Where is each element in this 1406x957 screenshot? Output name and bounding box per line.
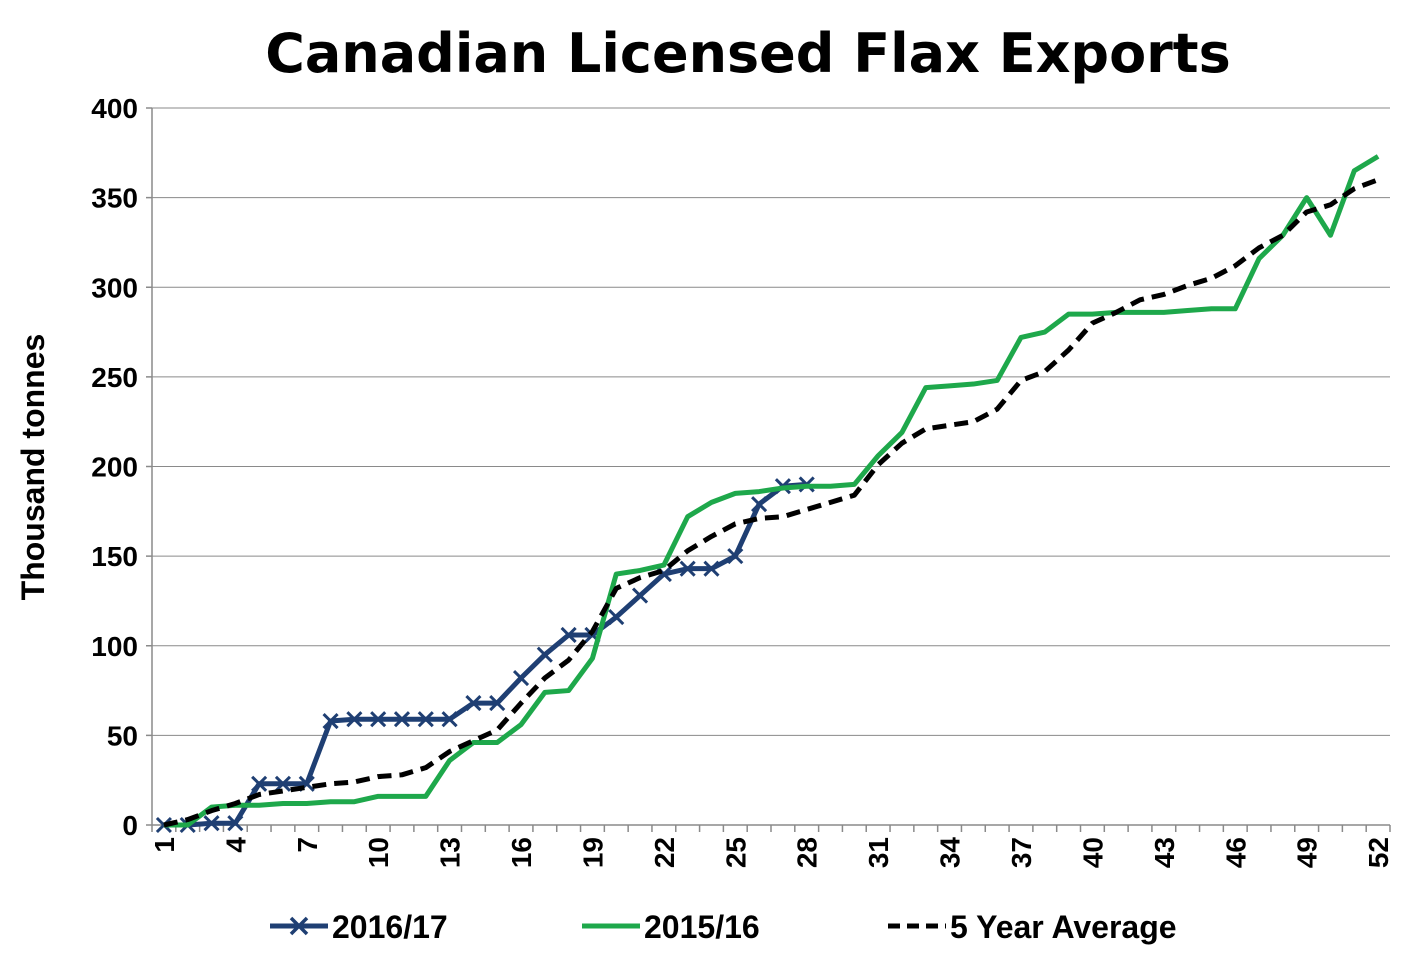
series-marker — [727, 548, 744, 565]
series-marker — [679, 560, 696, 577]
series-marker — [274, 775, 292, 792]
series-lines — [155, 154, 1380, 834]
legend-label: 5 Year Average — [950, 909, 1177, 945]
series-marker — [227, 815, 244, 832]
series-marker — [441, 711, 458, 728]
x-tick-label: 37 — [1006, 837, 1037, 868]
series-marker — [346, 711, 363, 728]
series-marker — [512, 669, 530, 687]
y-tick-label: 0 — [122, 810, 138, 841]
legend-entry: 5 Year Average — [888, 909, 1177, 945]
series-line-0 — [163, 481, 807, 828]
series-marker — [417, 711, 434, 728]
y-tick-label: 50 — [107, 720, 138, 751]
series-marker — [631, 587, 649, 604]
legend-marker — [289, 916, 309, 936]
legend-entry: 2016/17 — [270, 909, 448, 945]
x-tick-label: 22 — [649, 837, 680, 868]
x-tick-label: 25 — [720, 837, 751, 868]
series-marker — [489, 695, 506, 712]
series-marker — [560, 626, 577, 644]
x-tick-label: 34 — [935, 837, 966, 869]
series-marker — [322, 712, 339, 730]
x-tick-label: 43 — [1149, 837, 1180, 868]
x-tick-label: 19 — [577, 837, 608, 868]
series-line-2 — [163, 177, 1379, 828]
y-tick-labels: 0 50 100 150 200 250 300 350 400 — [91, 93, 138, 841]
x-tick-label: 1 — [149, 837, 180, 853]
y-tick-label: 200 — [91, 452, 138, 483]
x-tick-label: 28 — [792, 837, 823, 868]
x-tick-label: 40 — [1077, 837, 1108, 868]
y-tick-label: 100 — [91, 631, 138, 662]
x-tick-label: 46 — [1220, 837, 1251, 868]
x-tick-labels: 1 4 7 10 13 16 19 22 25 28 31 34 37 40 43 46 49 52 — [149, 837, 1394, 869]
x-tick-label: 31 — [863, 837, 894, 868]
x-tick-label: 4 — [220, 837, 251, 853]
x-tick-label: 16 — [506, 837, 537, 868]
series-marker — [703, 560, 720, 577]
y-tick-label: 350 — [91, 183, 138, 214]
series-marker — [608, 609, 625, 626]
x-tick-label: 7 — [292, 837, 323, 853]
axes — [146, 107, 1391, 832]
chart-title: Canadian Licensed Flax Exports — [265, 22, 1231, 85]
series-marker — [465, 695, 482, 712]
series-marker — [536, 646, 553, 663]
legend: 2016/17 2015/16 5 Year Average — [270, 909, 1177, 945]
y-tick-label: 150 — [91, 541, 138, 572]
series-line-1 — [163, 154, 1380, 828]
series-marker — [393, 711, 411, 728]
legend-label: 2016/17 — [332, 909, 448, 945]
y-axis-label: Thousand tonnes — [15, 334, 51, 601]
y-tick-label: 300 — [91, 272, 138, 303]
y-tick-label: 250 — [91, 362, 138, 393]
series-marker — [251, 775, 268, 792]
legend-label: 2015/16 — [644, 909, 760, 945]
x-tick-label: 52 — [1363, 837, 1394, 868]
legend-entry: 2015/16 — [582, 909, 760, 945]
series-marker — [203, 815, 220, 832]
x-tick-label: 10 — [363, 837, 394, 868]
gridlines — [152, 107, 1390, 736]
series-marker — [370, 711, 387, 728]
series-marker — [751, 496, 768, 513]
y-tick-label: 400 — [91, 93, 138, 124]
x-tick-label: 13 — [435, 837, 466, 868]
x-tick-label: 49 — [1292, 837, 1323, 868]
